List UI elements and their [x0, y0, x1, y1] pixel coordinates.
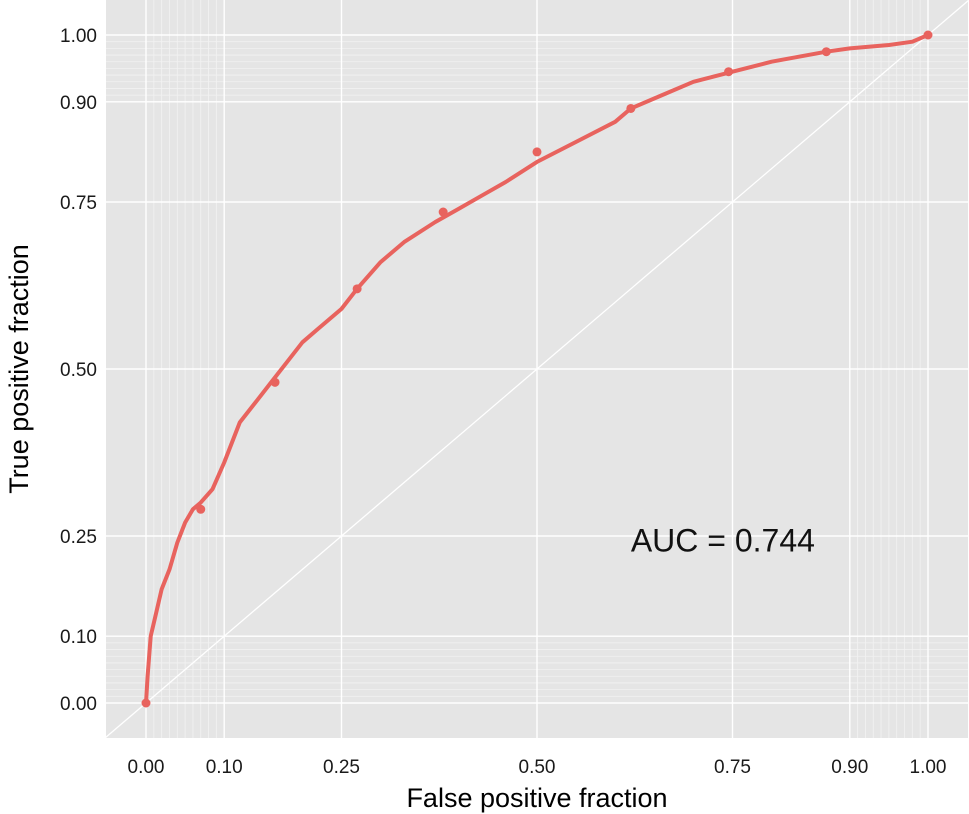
- x-tick-label: 0.75: [714, 757, 751, 778]
- curve-marker: [923, 30, 933, 40]
- reference-diagonal: [104, 0, 969, 739]
- annotations: AUC = 0.744: [631, 522, 815, 558]
- y-tick-label: 0.10: [60, 627, 97, 648]
- curve-marker: [724, 67, 734, 77]
- y-tick-label: 0.50: [60, 360, 97, 381]
- x-tick-label: 0.90: [831, 757, 868, 778]
- y-axis-title: True positive fraction: [4, 244, 34, 494]
- y-tick-labels: 0.00 0.10 0.25 0.50 0.75 0.90 1.00: [60, 26, 97, 715]
- x-tick-label: 0.00: [128, 757, 165, 778]
- x-tick-label: 0.50: [519, 757, 556, 778]
- curve-marker: [352, 284, 362, 294]
- curve-marker: [270, 377, 280, 387]
- y-tick-label: 0.75: [60, 193, 97, 214]
- y-tick-label: 0.90: [60, 93, 97, 114]
- curve-marker: [141, 698, 151, 708]
- curve-marker: [821, 47, 831, 57]
- x-tick-label: 0.10: [206, 757, 243, 778]
- curve-markers: [141, 30, 933, 708]
- curve-marker: [438, 207, 448, 217]
- auc-annotation: AUC = 0.744: [631, 522, 815, 558]
- curve-marker: [626, 103, 636, 113]
- y-tick-label: 1.00: [60, 26, 97, 47]
- y-tick-label: 0.25: [60, 527, 97, 548]
- curve-marker: [532, 147, 542, 157]
- x-tick-label: 1.00: [910, 757, 947, 778]
- curve-marker: [196, 504, 206, 514]
- x-axis-title: False positive fraction: [406, 783, 667, 813]
- y-tick-label: 0.00: [60, 694, 97, 715]
- x-tick-label: 0.25: [323, 757, 360, 778]
- x-tick-labels: 0.00 0.10 0.25 0.50 0.75 0.90 1.00: [128, 757, 947, 778]
